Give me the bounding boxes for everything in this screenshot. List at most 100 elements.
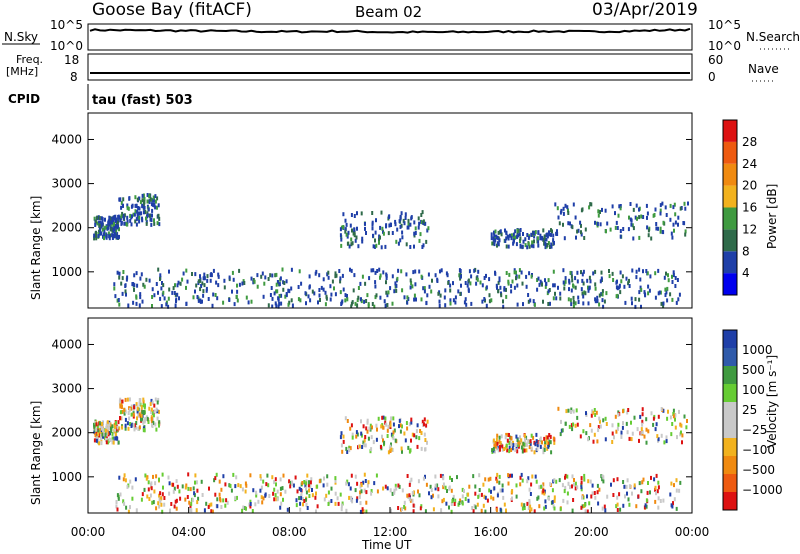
scatter-cell: [507, 235, 510, 240]
scatter-cell: [366, 429, 369, 434]
scatter-cell: [631, 491, 633, 496]
scatter-cell: [93, 438, 96, 443]
scatter-cell: [519, 435, 521, 440]
scatter-cell: [517, 233, 520, 238]
scatter-cell: [396, 227, 399, 232]
colorbar-tick: −100: [742, 443, 775, 457]
scatter-cell: [140, 272, 143, 277]
scatter-cell: [156, 205, 158, 210]
scatter-cell: [242, 505, 245, 510]
scatter-cell: [161, 509, 164, 514]
scatter-cell: [570, 423, 573, 428]
scatter-cell: [132, 412, 135, 417]
scatter-cell: [496, 243, 498, 248]
scatter-cell: [143, 196, 146, 201]
scatter-cell: [483, 276, 486, 280]
scatter-cell: [633, 415, 636, 420]
scatter-cell: [359, 490, 362, 495]
scatter-cell: [271, 296, 274, 301]
scatter-cell: [359, 501, 362, 506]
scatter-cell: [655, 473, 658, 478]
scatter-cell: [340, 503, 343, 508]
scatter-cell: [111, 233, 114, 238]
scatter-cell: [526, 233, 529, 237]
scatter-cell: [657, 437, 660, 442]
scatter-cell: [519, 228, 522, 232]
scatter-cell: [274, 477, 277, 482]
scatter-cell: [639, 277, 642, 282]
scatter-cell: [279, 492, 282, 497]
scatter-cell: [518, 268, 521, 273]
scatter-cell: [262, 479, 265, 484]
scatter-cell: [111, 216, 114, 221]
scatter-cell: [350, 237, 353, 242]
scatter-cell: [347, 482, 350, 487]
scatter-cell: [666, 298, 669, 303]
scatter-cell: [152, 203, 155, 208]
scatter-cell: [626, 430, 629, 435]
scatter-cell: [500, 232, 503, 237]
scatter-cell: [398, 418, 401, 423]
scatter-cell: [576, 229, 579, 234]
scatter-cell: [562, 206, 565, 211]
scatter-cell: [263, 281, 266, 286]
scatter-cell: [278, 301, 281, 306]
scatter-cell: [665, 213, 668, 217]
scatter-cell: [222, 300, 225, 305]
scatter-cell: [659, 208, 662, 213]
y-tick-label: 4000: [51, 132, 82, 146]
scatter-cell: [373, 481, 376, 486]
scatter-cell: [522, 232, 524, 236]
scatter-cell: [549, 440, 552, 445]
scatter-cell: [670, 231, 673, 236]
scatter-cell: [481, 299, 484, 304]
scatter-cell: [642, 477, 645, 482]
scatter-cell: [340, 237, 343, 242]
scatter-cell: [100, 441, 103, 446]
scatter-cell: [409, 448, 412, 453]
scatter-cell: [493, 233, 496, 238]
scatter-cell: [682, 221, 685, 225]
scatter-cell: [185, 301, 188, 306]
scatter-cell: [153, 198, 155, 203]
scatter-cell: [647, 233, 650, 238]
scatter-cell: [458, 273, 461, 278]
scatter-cell: [353, 214, 356, 218]
scatter-cell: [493, 486, 496, 491]
scatter-cell: [119, 492, 122, 497]
scatter-cell: [673, 483, 675, 488]
scatter-cell: [499, 285, 502, 290]
scatter-cell: [630, 222, 633, 227]
scatter-cell: [564, 473, 567, 478]
scatter-cell: [529, 439, 532, 444]
scatter-cell: [543, 436, 546, 441]
scatter-cell: [131, 203, 134, 208]
scatter-cell: [133, 283, 136, 288]
scatter-cell: [127, 509, 130, 514]
scatter-cell: [506, 448, 509, 453]
scatter-cell: [384, 303, 387, 308]
scatter-cell: [590, 494, 593, 499]
scatter-cell: [114, 219, 117, 224]
scatter-cell: [117, 298, 120, 302]
scatter-cell: [113, 286, 116, 291]
scatter-cell: [382, 438, 384, 443]
scatter-cell: [446, 273, 449, 278]
colorbar-segment: [723, 384, 737, 402]
scatter-cell: [564, 279, 567, 284]
scatter-cell: [583, 477, 586, 482]
colorbar-tick: 24: [742, 157, 757, 171]
scatter-cell: [645, 498, 648, 503]
scatter-cell: [611, 423, 614, 428]
scatter-cell: [445, 501, 448, 506]
scatter-cell: [430, 495, 433, 500]
scatter-cell: [502, 495, 505, 500]
scatter-cell: [391, 491, 394, 496]
scatter-cell: [410, 417, 413, 422]
scatter-cell: [617, 213, 620, 218]
scatter-cell: [101, 426, 103, 431]
scatter-cell: [580, 505, 583, 510]
scatter-cell: [150, 410, 153, 414]
scatter-cell: [407, 445, 410, 450]
scatter-cell: [148, 194, 151, 199]
